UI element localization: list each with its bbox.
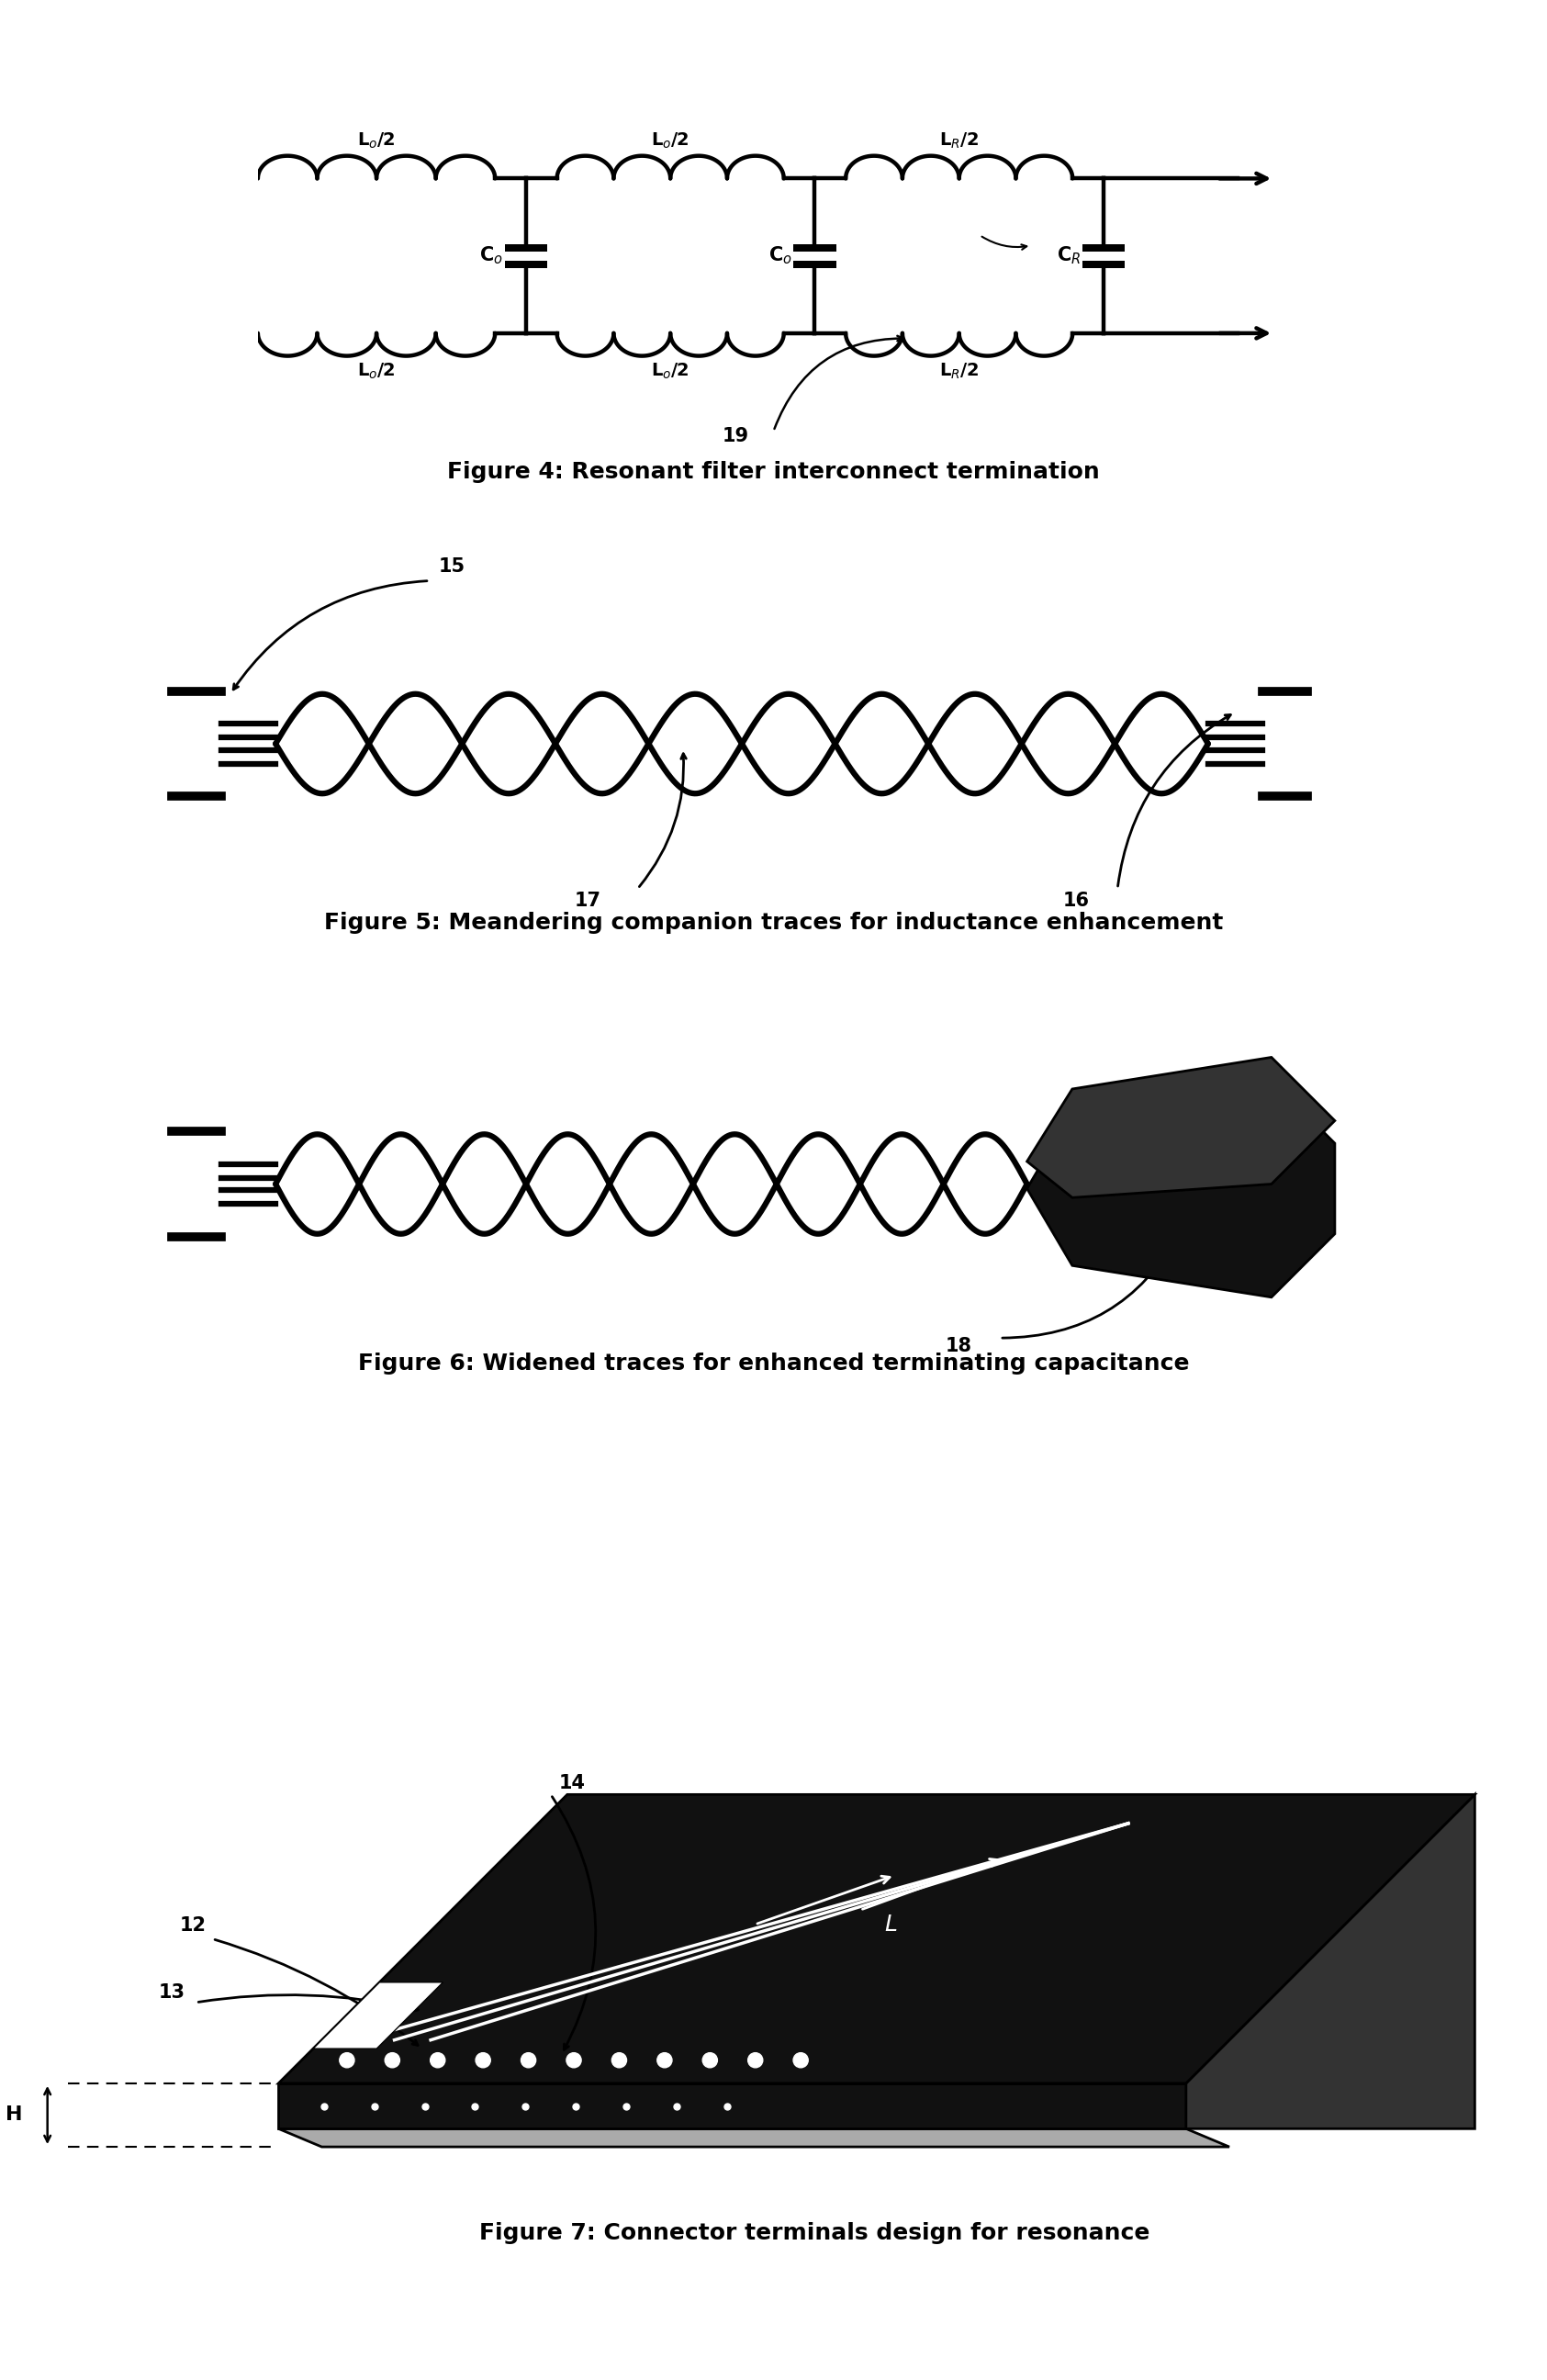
Circle shape <box>611 2054 627 2068</box>
Polygon shape <box>278 1795 1474 2082</box>
Text: L$_o$/2: L$_o$/2 <box>651 131 690 150</box>
Text: 14: 14 <box>558 1773 586 1792</box>
Circle shape <box>794 2054 808 2068</box>
Circle shape <box>385 2054 399 2068</box>
Polygon shape <box>278 2128 1230 2147</box>
Text: L$_R$/2: L$_R$/2 <box>939 362 979 381</box>
Text: Figure 6: Widened traces for enhanced terminating capacitance: Figure 6: Widened traces for enhanced te… <box>357 1352 1190 1373</box>
Text: 19: 19 <box>722 426 749 445</box>
Circle shape <box>521 2054 535 2068</box>
Text: 17: 17 <box>574 892 600 912</box>
Circle shape <box>475 2054 490 2068</box>
Circle shape <box>702 2054 718 2068</box>
Circle shape <box>339 2054 354 2068</box>
Circle shape <box>430 2054 446 2068</box>
Text: Figure 4: Resonant filter interconnect termination: Figure 4: Resonant filter interconnect t… <box>447 462 1100 483</box>
Text: L$_o$/2: L$_o$/2 <box>357 131 396 150</box>
Text: Figure 7: Connector terminals design for resonance: Figure 7: Connector terminals design for… <box>480 2223 1149 2244</box>
Text: L$_o$/2: L$_o$/2 <box>357 362 396 381</box>
Text: 13: 13 <box>159 1983 186 2002</box>
Text: 18: 18 <box>945 1338 972 1354</box>
Text: L$_o$/2: L$_o$/2 <box>651 362 690 381</box>
Text: L$_R$/2: L$_R$/2 <box>939 131 979 150</box>
Circle shape <box>657 2054 671 2068</box>
Polygon shape <box>278 2082 1187 2128</box>
Text: Figure 5: Meandering companion traces for inductance enhancement: Figure 5: Meandering companion traces fo… <box>323 912 1224 933</box>
Text: H: H <box>6 2106 23 2125</box>
Circle shape <box>747 2054 763 2068</box>
Text: 16: 16 <box>1063 892 1089 912</box>
Text: 12: 12 <box>179 1916 206 1935</box>
Polygon shape <box>312 1983 442 2049</box>
Text: C$_o$: C$_o$ <box>769 245 792 267</box>
Polygon shape <box>1027 1081 1335 1297</box>
Text: C$_R$: C$_R$ <box>1057 245 1081 267</box>
Text: $L$: $L$ <box>885 1914 897 1935</box>
Text: C$_o$: C$_o$ <box>480 245 503 267</box>
Polygon shape <box>1187 1795 1474 2128</box>
Polygon shape <box>1027 1057 1335 1197</box>
Text: 15: 15 <box>438 557 466 576</box>
Circle shape <box>566 2054 582 2068</box>
